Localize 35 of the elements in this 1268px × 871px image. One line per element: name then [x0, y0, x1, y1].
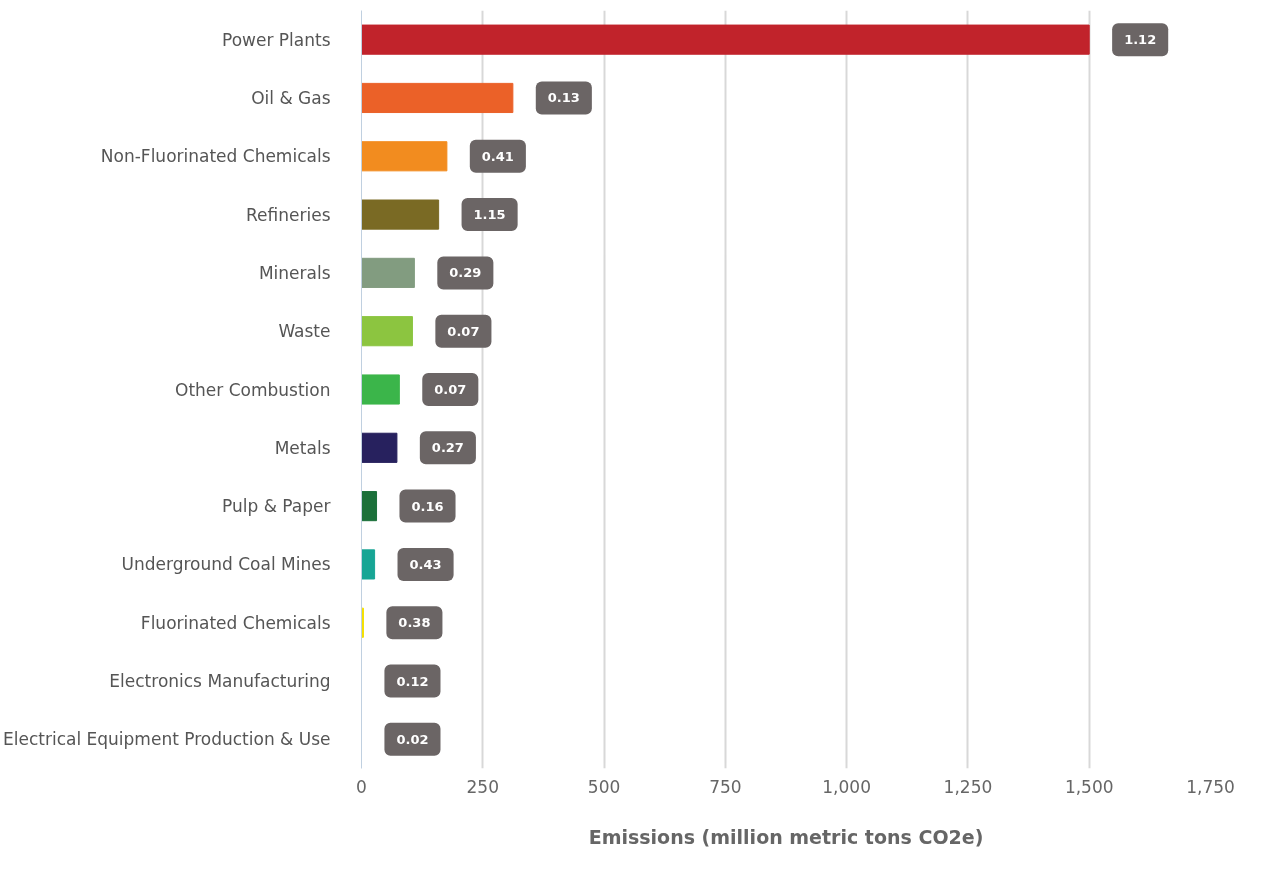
x-tick-label: 0 [356, 776, 367, 797]
y-tick-label: Oil & Gas [251, 87, 331, 108]
y-tick-label: Other Combustion [175, 379, 331, 400]
x-axis-title: Emissions (million metric tons CO2e) [588, 825, 984, 848]
y-tick-label: Non-Fluorinated Chemicals [100, 146, 331, 167]
annotation: 0.27 [431, 440, 464, 456]
y-tick-label: Underground Coal Mines [121, 554, 331, 575]
annotation: 0.43 [409, 556, 442, 572]
y-tick-label: Pulp & Paper [222, 496, 331, 517]
x-tick-label: 250 [466, 776, 500, 797]
annotation: 0.12 [396, 673, 429, 689]
x-tick-label: 1,250 [943, 776, 993, 797]
annotation: 1.15 [473, 207, 506, 223]
annotation: 1.12 [1124, 32, 1157, 48]
annotation: 0.07 [447, 323, 480, 339]
y-tick-label: Electronics Manufacturing [109, 671, 331, 692]
y-tick-label: Waste [278, 321, 331, 342]
annotation: 0.16 [411, 498, 444, 514]
x-tick-label: 500 [587, 776, 621, 797]
x-tick-label: 750 [709, 776, 742, 797]
y-tick-label: Metals [274, 437, 331, 458]
x-tick-label: 1,750 [1186, 776, 1235, 797]
annotation: 0.29 [449, 265, 482, 281]
y-tick-label: Minerals [258, 262, 331, 283]
annotation: 0.07 [434, 382, 467, 397]
y-tick-label: Electrical Equipment Production & Use [3, 729, 331, 750]
y-tick-label: Refineries [246, 204, 331, 225]
x-tick-label: 1,000 [822, 776, 871, 797]
annotation: 0.02 [396, 731, 429, 747]
annotation: 0.41 [481, 148, 514, 164]
y-tick-label: Fluorinated Chemicals [140, 612, 331, 633]
y-tick-label: Power Plants [222, 29, 331, 50]
x-tick-label: 1,500 [1064, 776, 1114, 797]
annotation: 0.38 [398, 615, 431, 631]
annotation: 0.13 [547, 90, 580, 106]
